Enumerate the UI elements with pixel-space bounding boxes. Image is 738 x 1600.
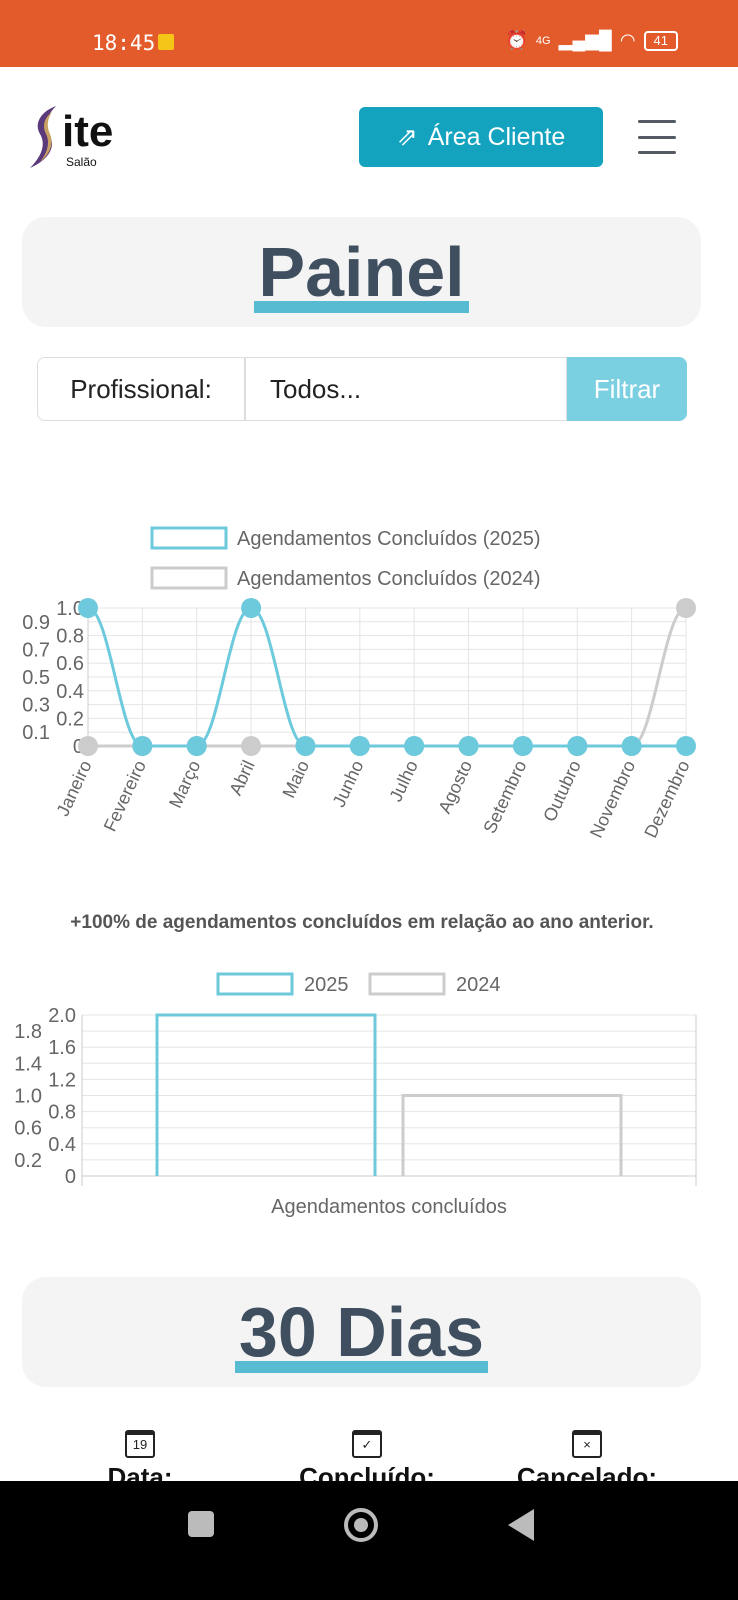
hamburger-menu-icon[interactable] — [638, 120, 676, 154]
bar-chart: 2025 2024 0 0.2 0.4 0.6 0.8 1.0 1.2 1.4 1.6 1.8 2.0 A… — [14, 972, 697, 1218]
comparison-note: +100% de agendamentos concluídos em rela… — [70, 912, 654, 933]
y-tick-label: 0.8 — [48, 1102, 76, 1124]
alarm-icon: ⏰ — [505, 30, 528, 50]
data-point — [567, 736, 588, 756]
call-icon — [158, 34, 174, 50]
legend-swatch — [368, 972, 446, 996]
logo[interactable]: ite Salão — [26, 104, 136, 170]
legend-label: 2024 — [456, 974, 501, 996]
back-button[interactable] — [508, 1509, 534, 1541]
x-tick-label: Setembro — [479, 757, 530, 836]
x-tick-label: Agosto — [434, 757, 476, 816]
x-tick-label: Dezembro — [640, 757, 693, 841]
data-point — [241, 736, 262, 756]
x-tick-label: Novembro — [586, 757, 639, 841]
x-tick-label: Outubro — [539, 757, 585, 824]
data-point — [78, 598, 98, 618]
data-point — [349, 736, 370, 756]
line-chart: Agendamentos Concluídos (2025) Agendament… — [22, 526, 696, 841]
y-tick-label: 1.2 — [48, 1069, 76, 1091]
data-point — [676, 598, 696, 618]
bar — [401, 1094, 623, 1176]
signal-icon: ▂▄▆█ — [558, 30, 612, 50]
profissional-label: Profissional: — [37, 357, 245, 421]
x-tick-label: Janeiro — [53, 757, 96, 819]
legend-label: Agendamentos Concluídos (2025) — [237, 528, 541, 550]
x-tick-label: Março — [165, 757, 204, 811]
calendar-icon: 19 — [125, 1430, 155, 1458]
profissional-select[interactable]: Todos... — [245, 357, 567, 421]
y-tick-label: 0.9 — [22, 612, 50, 634]
y-tick-label: 0.6 — [56, 653, 84, 675]
recents-button[interactable] — [188, 1511, 214, 1537]
wifi-icon: ◠ — [619, 30, 636, 50]
x-tick-label: Fevereiro — [100, 757, 150, 834]
legend-label: Agendamentos Concluídos (2024) — [237, 568, 541, 590]
data-point — [241, 598, 262, 618]
x-tick-label: Junho — [329, 757, 368, 810]
status-bar: 18:45 ⏰ 4G ▂▄▆█ ◠ 41 — [0, 0, 738, 67]
calendar-check-icon: ✓ — [352, 1430, 382, 1458]
filtrar-button[interactable]: Filtrar — [567, 357, 687, 421]
y-tick-label: 1.4 — [14, 1053, 42, 1075]
y-tick-label: 0.4 — [48, 1134, 76, 1156]
x-tick-label: Julho — [385, 757, 421, 804]
y-tick-label: 0.6 — [14, 1118, 42, 1140]
area-cliente-button[interactable]: ⇗ Área Cliente — [359, 107, 603, 167]
data-point — [512, 736, 533, 756]
painel-header: Painel — [22, 217, 701, 327]
y-tick-label: 0.1 — [22, 722, 50, 744]
bar — [155, 1013, 377, 1176]
stats-row: 19 Data: ✓ Concluído: × Cancelado: — [0, 1430, 738, 1492]
x-tick-label: Maio — [278, 757, 313, 801]
data-point — [132, 736, 153, 756]
logo-subtext: Salão — [66, 155, 97, 169]
x-tick-label: Agendamentos concluídos — [271, 1196, 507, 1218]
x-tick-label: Abril — [225, 757, 258, 798]
y-tick-label: 0 — [65, 1166, 76, 1188]
data-point — [404, 736, 425, 756]
y-tick-label: 0.4 — [56, 681, 84, 703]
calendar-x-icon: × — [572, 1430, 602, 1458]
y-tick-label: 0.7 — [22, 639, 50, 661]
data-point — [186, 736, 207, 756]
battery-icon: 41 — [643, 30, 678, 51]
legend-swatch — [216, 972, 294, 996]
section-title: 30 Dias — [238, 1293, 485, 1371]
page-title: Painel — [258, 233, 465, 311]
30-dias-header: 30 Dias — [22, 1277, 701, 1387]
data-point — [621, 736, 642, 756]
y-tick-label: 1.8 — [14, 1021, 42, 1043]
y-tick-label: 0.8 — [56, 626, 84, 648]
y-tick-label: 1.0 — [14, 1086, 42, 1108]
area-cliente-label: Área Cliente — [427, 122, 566, 151]
logo-text: ite — [62, 107, 114, 156]
y-tick-label: 0.2 — [56, 708, 84, 730]
y-tick-label: 1.6 — [48, 1037, 76, 1059]
y-tick-label: 2.0 — [48, 1005, 76, 1027]
y-tick-label: 0.5 — [22, 667, 50, 689]
y-tick-label: 1.0 — [56, 598, 84, 620]
data-point — [676, 736, 696, 756]
external-link-icon: ⇗ — [396, 123, 418, 151]
legend-swatch — [150, 526, 228, 550]
y-tick-label: 0.3 — [22, 695, 50, 717]
android-nav-bar — [0, 1481, 738, 1600]
y-tick-label: 0.2 — [14, 1150, 42, 1172]
data-point — [295, 736, 316, 756]
data-point — [78, 736, 98, 756]
legend-label: 2025 — [304, 974, 349, 996]
logo-mark — [30, 106, 56, 168]
network-label: 4G — [535, 34, 551, 47]
home-button[interactable] — [344, 1508, 378, 1542]
legend-swatch — [150, 566, 228, 590]
status-time: 18:45 — [92, 31, 156, 55]
filter-bar: Profissional: Todos... Filtrar — [37, 357, 687, 421]
data-point — [458, 736, 479, 756]
